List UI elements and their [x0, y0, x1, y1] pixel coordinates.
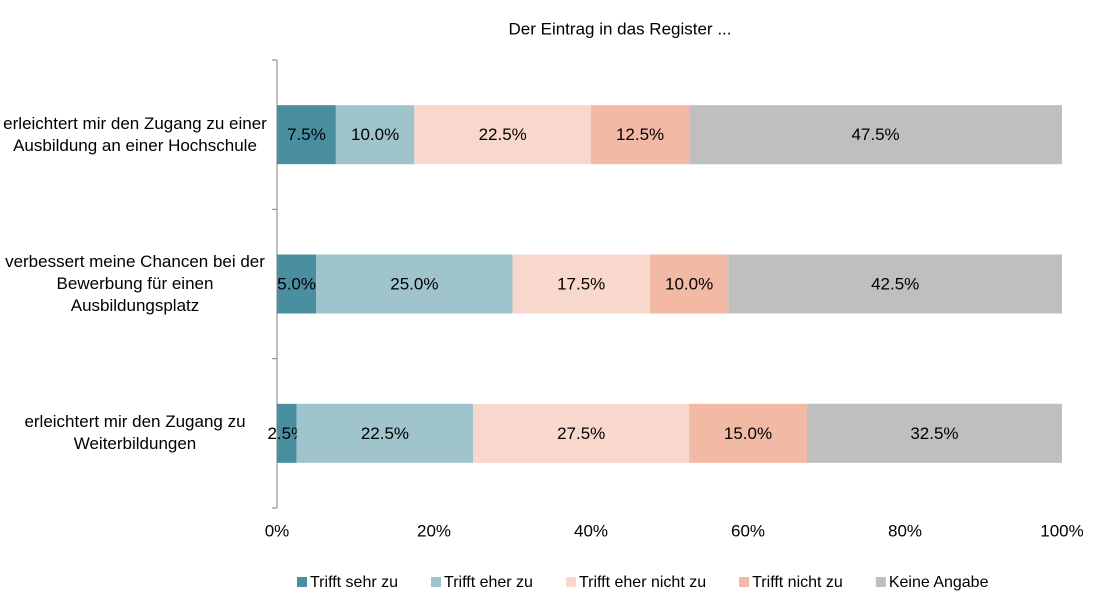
legend-label: Trifft eher nicht zu: [579, 574, 706, 591]
chart-title: Der Eintrag in das Register ...: [509, 19, 732, 38]
legend-swatch: [739, 577, 750, 587]
bar-segment: [512, 254, 650, 314]
data-label: 10.0%: [351, 125, 399, 144]
legend-label: Trifft sehr zu: [310, 574, 398, 591]
data-label: 17.5%: [557, 274, 605, 293]
y-tick-label: verbessert meine Chancen bei der Bewerbu…: [5, 252, 265, 315]
bar-segment: [335, 105, 415, 165]
data-label: 42.5%: [871, 274, 919, 293]
data-label: 47.5%: [851, 125, 899, 144]
data-label: 22.5%: [479, 125, 527, 144]
bar-segment: [649, 254, 729, 314]
legend-label: Keine Angabe: [889, 574, 989, 591]
bar-segment: [689, 403, 807, 463]
data-label: 25.0%: [390, 274, 438, 293]
bar-segment: [277, 403, 297, 463]
legend-swatch: [297, 577, 307, 587]
data-label: 22.5%: [361, 424, 409, 443]
data-label: 7.5%: [287, 125, 326, 144]
legend-swatch: [565, 577, 576, 587]
data-label: 32.5%: [910, 424, 958, 443]
x-tick-label: 80%: [888, 521, 922, 540]
bar-segment: [296, 403, 474, 463]
x-tick-label: 100%: [1040, 521, 1083, 540]
bar-segment: [277, 254, 317, 314]
y-tick-label: erleichtert mir den Zugang zu Weiterbild…: [24, 412, 246, 454]
x-tick-label: 60%: [731, 521, 765, 540]
bar-segment: [591, 105, 690, 165]
bar-segment: [689, 105, 1062, 165]
bar-segment: [316, 254, 513, 314]
bar-segment: [473, 403, 690, 463]
bar-segment: [806, 403, 1062, 463]
data-label: 2.5%: [267, 424, 306, 443]
legend-swatch: [875, 577, 886, 587]
data-label: 12.5%: [616, 125, 664, 144]
y-tick-label: erleichtert mir den Zugang zu einer Ausb…: [3, 113, 267, 155]
x-tick-label: 40%: [574, 521, 608, 540]
x-tick-label: 20%: [417, 521, 451, 540]
legend-swatch: [431, 577, 442, 587]
data-label: 5.0%: [277, 274, 316, 293]
x-tick-label: 0%: [265, 521, 290, 540]
bar-segment: [728, 254, 1062, 314]
data-label: 15.0%: [724, 424, 772, 443]
legend-label: Trifft nicht zu: [752, 574, 843, 591]
bar-segment: [414, 105, 591, 165]
legend-label: Trifft eher zu: [444, 574, 533, 591]
data-label: 10.0%: [665, 274, 713, 293]
bar-segment: [277, 105, 336, 165]
data-label: 27.5%: [557, 424, 605, 443]
